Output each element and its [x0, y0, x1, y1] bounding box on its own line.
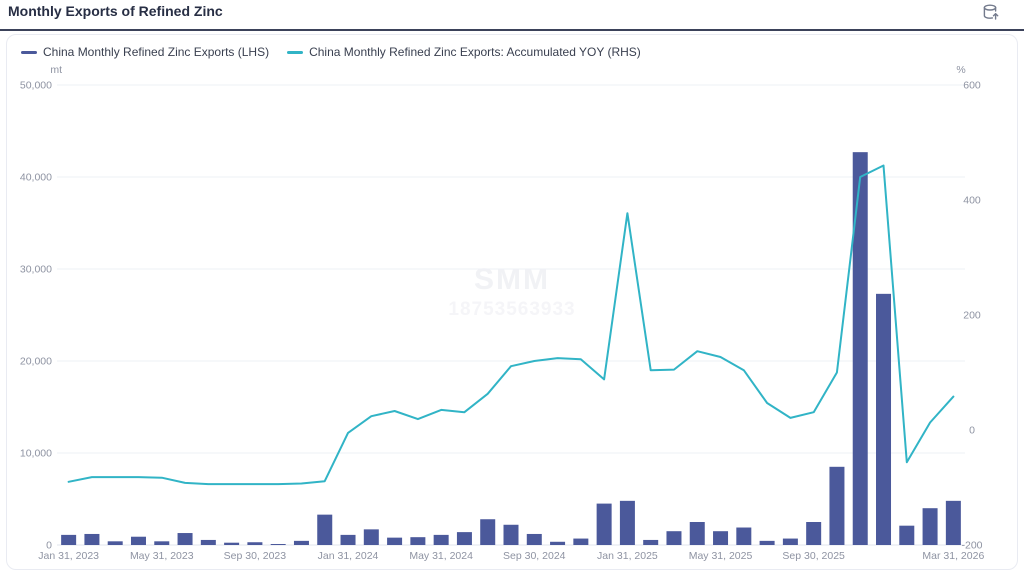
export-bar[interactable]: [387, 537, 403, 545]
export-bar[interactable]: [480, 519, 496, 545]
export-bar[interactable]: [433, 534, 449, 545]
export-bar[interactable]: [736, 527, 752, 545]
x-axis-tick-label: Jan 31, 2025: [597, 550, 658, 562]
export-bar[interactable]: [526, 533, 542, 545]
export-bar[interactable]: [643, 539, 659, 545]
x-axis-tick-label: May 31, 2024: [409, 550, 473, 562]
x-axis-tick-label: Jan 31, 2024: [318, 550, 379, 562]
export-bar[interactable]: [456, 532, 472, 545]
x-axis-tick-label: Sep 30, 2024: [503, 550, 566, 562]
legend-item-exports-lhs[interactable]: China Monthly Refined Zinc Exports (LHS): [21, 45, 269, 59]
page-header: Monthly Exports of Refined Zinc: [0, 0, 1024, 29]
chart-legend: China Monthly Refined Zinc Exports (LHS)…: [21, 45, 641, 59]
export-bar[interactable]: [759, 540, 775, 545]
x-axis-tick-label: Sep 30, 2023: [224, 550, 287, 562]
export-bar[interactable]: [363, 529, 379, 545]
export-bar[interactable]: [689, 522, 705, 545]
export-bar[interactable]: [782, 538, 798, 545]
export-bar[interactable]: [876, 293, 892, 545]
export-bar[interactable]: [666, 531, 682, 545]
right-axis-tick-label: 0: [969, 425, 975, 437]
export-bar[interactable]: [154, 541, 170, 545]
export-bar[interactable]: [317, 514, 333, 545]
export-bar[interactable]: [945, 500, 961, 545]
right-axis-tick-label: 600: [963, 80, 981, 92]
left-axis-unit: mt: [50, 64, 62, 76]
right-axis-tick-label: -200: [961, 540, 982, 552]
legend-label-rhs: China Monthly Refined Zinc Exports: Accu…: [309, 45, 641, 59]
export-bar[interactable]: [270, 544, 286, 545]
export-bar[interactable]: [713, 531, 729, 545]
export-bar[interactable]: [84, 533, 100, 545]
right-axis-unit: %: [956, 64, 965, 76]
header-divider: [0, 29, 1024, 31]
export-data-button[interactable]: [980, 2, 1002, 22]
legend-item-accumulated-yoy-rhs[interactable]: China Monthly Refined Zinc Exports: Accu…: [287, 45, 641, 59]
left-axis-tick-label: 30,000: [20, 264, 52, 276]
export-bar[interactable]: [224, 542, 240, 545]
x-axis-tick-label: May 31, 2023: [130, 550, 194, 562]
x-axis-tick-label: Jan 31, 2023: [38, 550, 99, 562]
legend-line-marker-lhs: [21, 50, 37, 54]
export-bar[interactable]: [619, 500, 635, 545]
export-bar[interactable]: [107, 541, 123, 545]
chart-canvas[interactable]: mt % 0 10,000 20,000 30,000 40,000 50,000 -200 0 2…: [6, 34, 1018, 570]
legend-label-lhs: China Monthly Refined Zinc Exports (LHS): [43, 45, 270, 59]
export-bar[interactable]: [806, 522, 822, 545]
left-axis-tick-label: 10,000: [20, 448, 52, 460]
right-axis-tick-label: 400: [963, 195, 981, 207]
export-bar[interactable]: [340, 534, 356, 545]
export-bar[interactable]: [550, 541, 566, 545]
accumulated-yoy-line[interactable]: [67, 164, 955, 486]
left-axis-tick-label: 0: [46, 540, 52, 552]
export-bar[interactable]: [852, 152, 868, 545]
export-bar[interactable]: [829, 466, 845, 545]
export-bar[interactable]: [293, 540, 309, 545]
left-axis-tick-label: 50,000: [20, 80, 52, 92]
export-bar[interactable]: [247, 542, 263, 545]
left-axis-tick-label: 20,000: [20, 356, 52, 368]
database-export-icon: [983, 3, 998, 20]
x-axis-tick-label: Sep 30, 2025: [782, 550, 845, 562]
left-axis-tick-label: 40,000: [20, 172, 52, 184]
export-bar[interactable]: [596, 503, 612, 545]
export-bar[interactable]: [61, 534, 77, 545]
export-bar[interactable]: [130, 536, 146, 545]
right-axis-tick-label: 200: [963, 310, 981, 322]
x-axis-tick-label: Mar 31, 2026: [922, 550, 984, 562]
chart-panel: China Monthly Refined Zinc Exports (LHS)…: [6, 34, 1018, 570]
export-bar[interactable]: [922, 508, 938, 545]
export-bar[interactable]: [410, 537, 426, 545]
x-axis-tick-label: May 31, 2025: [689, 550, 753, 562]
legend-line-marker-rhs: [287, 50, 304, 54]
export-bar[interactable]: [573, 538, 589, 545]
export-bar[interactable]: [503, 524, 519, 545]
export-bar[interactable]: [200, 539, 216, 545]
export-bar[interactable]: [177, 533, 193, 545]
page-title: Monthly Exports of Refined Zinc: [8, 3, 223, 19]
export-bar[interactable]: [899, 525, 915, 545]
